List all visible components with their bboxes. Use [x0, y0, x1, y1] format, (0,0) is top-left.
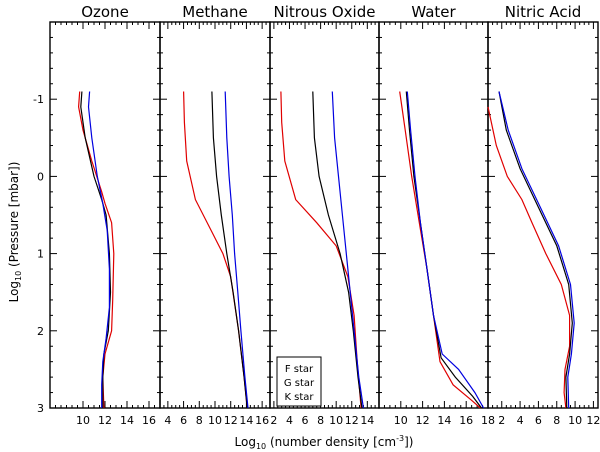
series-ozone-k-star	[87, 91, 110, 408]
panel-title-nitric-acid: Nitric Acid	[505, 3, 582, 21]
panel-title-methane: Methane	[182, 3, 248, 21]
x-tick-label-methane: 8	[196, 414, 203, 427]
panel-title-water: Water	[411, 3, 456, 21]
x-tick-label-nitric-acid: 12	[586, 414, 600, 427]
x-tick-label-nitrous-oxide: 14	[360, 414, 374, 427]
x-tick-label-methane: 16	[255, 414, 269, 427]
panel-title-nitrous-oxide: Nitrous Oxide	[274, 3, 376, 21]
y-tick-label: 2	[37, 325, 44, 338]
legend-g-star: G star	[284, 378, 315, 389]
x-tick-label-methane: 10	[208, 414, 222, 427]
y-axis-label: Log10 (Pressure [mbar])	[7, 162, 23, 303]
panel-methane: Methane 4 6 8 10 12 14 16	[159, 3, 271, 427]
y-tick-label: 1	[37, 248, 44, 261]
panel-ozone: Ozone 10 12 14 16	[49, 3, 161, 427]
x-tick-label-water: 12	[416, 414, 430, 427]
x-tick-label-nitrous-oxide: 2	[270, 414, 277, 427]
legend-k-star: K star	[284, 392, 314, 403]
series-nitric-acid-f-star	[487, 106, 571, 409]
x-tick-label-water: 14	[437, 414, 451, 427]
legend-box	[276, 356, 322, 407]
x-tick-label-nitric-acid: 2	[498, 414, 505, 427]
y-tick-label: -1	[33, 93, 44, 106]
x-tick-label-ozone: 16	[142, 414, 156, 427]
series-ozone-f-star	[77, 91, 115, 409]
x-tick-label-nitric-acid: 10	[568, 414, 582, 427]
series-nitrous-oxide-k-star	[331, 91, 364, 409]
series-ozone-g-star	[80, 91, 112, 408]
x-tick-label-ozone: 12	[98, 414, 112, 427]
x-tick-label-nitrous-oxide: 10	[329, 414, 343, 427]
series-nitrous-oxide-g-star	[312, 91, 363, 409]
x-tick-label-nitrous-oxide: 12	[345, 414, 359, 427]
panel-nitric-acid: Nitric Acid 2 4 6 8 10 12	[487, 3, 600, 427]
panel-frame-nitric-acid	[487, 21, 599, 409]
x-tick-label-ozone: 10	[76, 414, 90, 427]
x-tick-label-water: 16	[459, 414, 473, 427]
x-tick-label-nitric-acid: 4	[517, 414, 524, 427]
x-tick-label-nitrous-oxide: 6	[302, 414, 309, 427]
legend-f-star: F star	[285, 364, 314, 375]
x-tick-label-nitrous-oxide: 4	[286, 414, 293, 427]
x-tick-label-water: 18	[481, 414, 495, 427]
y-tick-label: 0	[37, 170, 44, 183]
series-nitrous-oxide-f-star	[280, 91, 362, 409]
series-methane-f-star	[183, 91, 248, 409]
series-nitric-acid-g-star	[498, 91, 573, 409]
x-tick-label-water: 10	[394, 414, 408, 427]
x-tick-label-nitric-acid: 8	[553, 414, 560, 427]
x-tick-label-methane: 14	[239, 414, 253, 427]
panel-water: Water 10 12 14 16 18	[378, 3, 495, 427]
series-water-k-star	[406, 91, 485, 409]
x-tick-label-nitrous-oxide: 8	[317, 414, 324, 427]
y-tick-label: 3	[37, 402, 44, 415]
x-tick-label-methane: 12	[224, 414, 238, 427]
x-tick-label-nitric-acid: 6	[535, 414, 542, 427]
panel-frame-water	[378, 21, 489, 409]
x-axis-label: Log10 (number density [cm-3])	[235, 434, 414, 451]
series-methane-g-star	[211, 91, 248, 409]
panel-frame-nitrous-oxide	[269, 21, 380, 409]
panel-nitrous-oxide: Nitrous Oxide 2 4 6 8 10 12 14	[269, 3, 380, 427]
series-water-g-star	[405, 91, 482, 409]
panel-title-ozone: Ozone	[81, 3, 129, 21]
x-tick-label-methane: 4	[164, 414, 171, 427]
series-methane-k-star	[224, 91, 249, 409]
legend: F star G star K star	[276, 356, 322, 407]
x-tick-label-ozone: 14	[120, 414, 134, 427]
x-tick-label-methane: 6	[180, 414, 187, 427]
series-nitric-acid-k-star	[498, 91, 575, 409]
panel-frame-methane	[159, 21, 271, 409]
